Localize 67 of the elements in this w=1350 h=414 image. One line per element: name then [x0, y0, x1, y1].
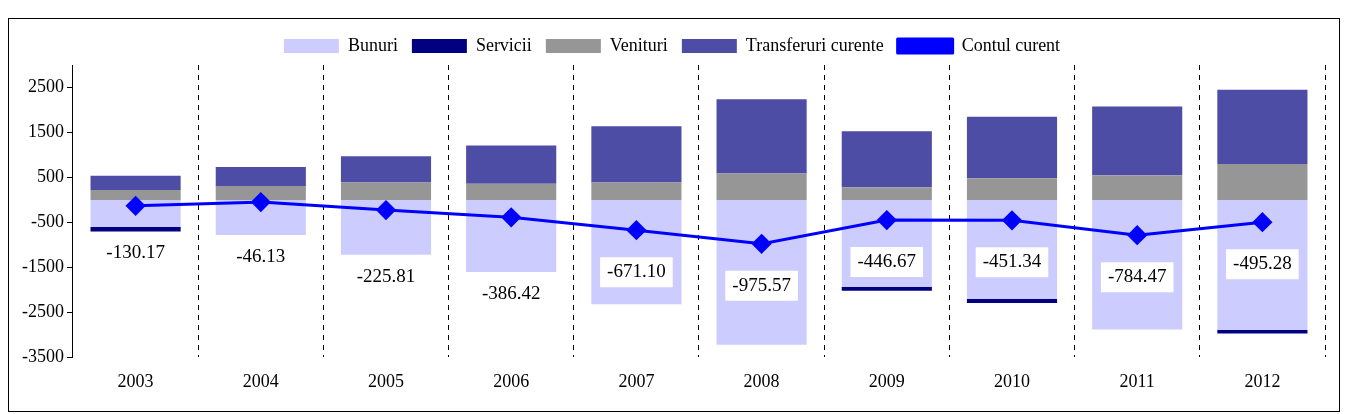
x-tick-label: 2005	[368, 370, 404, 391]
y-tick-label: -2500	[21, 301, 64, 322]
data-label: -446.67	[857, 250, 917, 272]
data-label: -386.42	[481, 281, 541, 303]
bar	[966, 298, 1058, 303]
point	[251, 192, 271, 212]
bar	[841, 187, 932, 200]
bar	[966, 178, 1058, 200]
y-tick-label: -1500	[21, 256, 64, 277]
bar	[215, 167, 306, 187]
bar	[1217, 163, 1308, 200]
bar	[591, 126, 682, 183]
legend-label: Servicii	[475, 34, 532, 55]
legend-label: Transferuri curente	[745, 34, 884, 55]
point	[1252, 212, 1272, 232]
point	[1002, 210, 1022, 230]
point	[752, 234, 772, 254]
y-tick-label: 500	[36, 166, 64, 187]
data-label: -671.10	[607, 260, 666, 282]
x-tick-label: 2003	[117, 370, 154, 391]
bar	[215, 186, 306, 200]
point	[376, 200, 396, 220]
data-label: -495.28	[1233, 252, 1292, 274]
bar	[340, 199, 432, 255]
bar	[591, 182, 682, 200]
bar	[1092, 106, 1183, 176]
bar	[966, 116, 1058, 179]
y-tick-label: 2500	[27, 76, 64, 97]
bar	[466, 145, 557, 184]
bar	[716, 173, 807, 200]
legend-label: Venituri	[609, 34, 668, 55]
point	[1127, 225, 1147, 245]
bar	[90, 175, 181, 191]
legend-label: Contul curent	[961, 34, 1061, 55]
bar	[1217, 89, 1308, 164]
data-label: -130.17	[106, 241, 165, 263]
x-tick-label: 2006	[493, 370, 530, 391]
bar	[90, 190, 181, 200]
x-tick-label: 2010	[994, 370, 1030, 391]
legend-label: Bunuri	[347, 34, 398, 55]
bar	[841, 286, 932, 291]
bar	[340, 156, 432, 183]
x-tick-label: 2009	[868, 370, 905, 391]
data-label: -975.57	[732, 273, 791, 295]
bar	[340, 182, 432, 200]
bar	[466, 183, 557, 200]
x-tick-label: 2008	[743, 370, 780, 391]
bar	[466, 199, 557, 272]
bar	[716, 99, 807, 174]
y-tick-label: -500	[30, 211, 64, 232]
point	[877, 210, 897, 230]
point	[126, 196, 146, 216]
y-tick-label: 1500	[27, 121, 64, 142]
data-label: -46.13	[236, 245, 286, 267]
bar	[841, 131, 932, 188]
point	[501, 207, 521, 227]
x-tick-label: 2012	[1244, 370, 1281, 391]
data-label: -784.47	[1107, 265, 1167, 287]
data-label: -225.81	[356, 264, 416, 286]
x-tick-label: 2007	[618, 370, 655, 391]
x-tick-label: 2011	[1119, 370, 1155, 391]
point	[626, 220, 646, 240]
bar	[1217, 329, 1308, 334]
y-tick-label: -3500	[21, 346, 64, 367]
bar	[1092, 175, 1183, 200]
x-tick-label: 2004	[242, 370, 279, 391]
data-label: -451.34	[982, 250, 1042, 272]
